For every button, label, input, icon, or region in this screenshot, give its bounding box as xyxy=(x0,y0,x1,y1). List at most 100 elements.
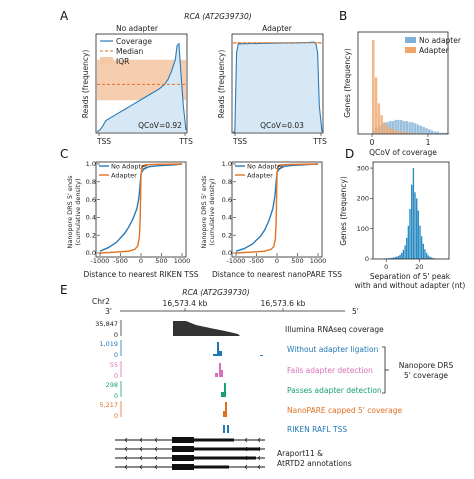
ytick-label: 0.0 xyxy=(86,249,96,257)
panel-a-left-frame xyxy=(95,33,188,134)
strand-left: 3' xyxy=(105,307,112,316)
hist-bar xyxy=(430,257,433,259)
chevron xyxy=(154,446,158,452)
coord-left: 16,573.4 kb xyxy=(163,299,208,308)
chevron xyxy=(244,455,248,461)
coverage-line xyxy=(233,41,323,133)
chevron xyxy=(244,437,248,443)
track-passes-zero: 0 xyxy=(114,392,118,400)
hist-bar-adapter xyxy=(400,131,403,134)
panel-d-xlabel-2: with and without adapter (nt) xyxy=(355,281,466,290)
legend-c-no-adapter: No Adapter xyxy=(111,163,148,171)
panel-d-xticks: 0 20 xyxy=(384,259,423,271)
panel-c-right-legend: No Adapter Adapter xyxy=(235,163,284,180)
hist-bar xyxy=(429,256,431,259)
hist-bar-adapter xyxy=(391,129,395,134)
hist-bar-adapter xyxy=(408,132,411,134)
ytick-label: 300 xyxy=(357,164,369,172)
coverage-area xyxy=(97,43,186,132)
chevron xyxy=(244,464,248,470)
track-illumina-label: Illumina RNAseq coverage xyxy=(285,325,384,334)
hist-bar-adapter xyxy=(388,128,392,134)
hist-bar-no-adapter xyxy=(439,132,442,134)
hist-bar xyxy=(396,256,398,259)
legend-c-right-adapter: Adapter xyxy=(247,172,273,180)
panel-b-xlabel: QCoV of coverage xyxy=(369,148,437,157)
gene-models: Araport11 & AtRTD2 annotations xyxy=(115,437,352,470)
hist-bar-no-adapter xyxy=(425,128,428,134)
hist-bar-adapter xyxy=(386,125,389,134)
track-passes-adapter: 298 0 Passes adapter detection xyxy=(106,381,382,400)
chevron xyxy=(257,455,261,461)
ytick-label: 0.4 xyxy=(222,214,232,222)
panel-c-left-xticks: -1000 -500 0 500 1000 xyxy=(91,253,190,265)
hist-bar-adapter xyxy=(397,131,400,134)
ytick-label: 0.8 xyxy=(222,178,232,186)
hist-bar-adapter xyxy=(374,77,378,134)
panel-c-right-xlabel: Distance to nearest nanoPARE TSS xyxy=(212,270,342,279)
track-nanopare-max: 5,217 xyxy=(99,401,118,409)
hist-bar-no-adapter xyxy=(391,121,395,134)
illumina-coverage-shape xyxy=(173,321,240,336)
track-riken-label: RIKEN RAFL TSS xyxy=(287,425,347,434)
hist-bar xyxy=(407,225,410,259)
legend-iqr: IQR xyxy=(116,57,129,66)
hist-bar xyxy=(392,257,395,259)
hist-bar-no-adapter xyxy=(419,125,423,134)
track-passes-max: 298 xyxy=(106,381,118,389)
hist-bar-no-adapter xyxy=(402,121,406,134)
hist-bar-adapter xyxy=(383,122,386,134)
track-illumina-zero: 0 xyxy=(114,331,118,339)
track-fails-zero: 0 xyxy=(114,372,118,380)
panel-c-right-ylabel-1: Nanopore DRS 5' ends xyxy=(200,175,208,249)
hist-bar-no-adapter xyxy=(397,119,400,134)
ytick-label: 100 xyxy=(357,225,369,233)
panel-e-gene-title: RCA (AT2G39730) xyxy=(182,288,249,297)
panel-a-left-qcov: QCoV=0.92 xyxy=(138,121,182,130)
coverage-line xyxy=(96,42,187,133)
panel-c-ylabel-1: Nanopore DRS 5' ends xyxy=(66,175,74,249)
panel-d-plot: 0 100 200 300 0 20 Separation of 5' peak wit… xyxy=(355,161,466,290)
genome-ruler: Chr2 16,573.4 kb 16,573.6 kb 3' 5' xyxy=(92,297,359,316)
hist-bar xyxy=(409,209,411,259)
gene-model-3 xyxy=(115,455,265,461)
panel-a-right-title: Adapter xyxy=(262,24,293,33)
panel-letter-e: E xyxy=(60,283,68,297)
track-nanopare: 5,217 0 NanoPARE capped 5' coverage xyxy=(99,401,402,420)
xtick-label: -1000 xyxy=(91,257,110,265)
track-without-label: Without adapter ligation xyxy=(287,345,379,354)
chevron xyxy=(139,437,143,443)
chevron xyxy=(257,437,261,443)
panel-b-tick-1: 1 xyxy=(426,138,431,147)
ytick-label: 0 xyxy=(365,255,369,263)
coord-right: 16,573.6 kb xyxy=(261,299,306,308)
chevron xyxy=(124,437,128,443)
hist-bar xyxy=(432,258,434,259)
nanopore-bracket: Nanopore DRS 5' coverage xyxy=(382,346,454,394)
strand-right: 5' xyxy=(352,307,359,316)
panel-letter-a: A xyxy=(60,9,69,23)
hist-bar-no-adapter xyxy=(408,122,411,134)
track-nanopare-zero: 0 xyxy=(114,412,118,420)
hist-bar xyxy=(414,192,416,259)
ytick-label: 1.0 xyxy=(86,160,96,168)
panel-d-yticks: 0 100 200 300 xyxy=(357,164,373,263)
panel-d-ylabel: Genes (frequency) xyxy=(339,176,348,246)
chevron xyxy=(257,464,261,470)
hist-bar xyxy=(417,210,419,259)
panel-c-ylabel-2: (cumulative density) xyxy=(74,178,82,245)
panel-letter-d: D xyxy=(345,147,354,161)
xtick-label: 0 xyxy=(384,263,388,271)
chevron xyxy=(154,455,158,461)
hist-bar-adapter xyxy=(394,130,397,134)
panel-c-right-plot: 0.0 0.2 0.4 0.6 0.8 1.0 -1000 -500 0 500 1000 No … xyxy=(212,160,342,279)
panel-a-left-title: No adapter xyxy=(116,24,159,33)
panel-a-legend: Coverage Median IQR xyxy=(100,37,152,66)
panel-d-frame xyxy=(372,161,450,260)
chevron xyxy=(154,464,158,470)
cdf-adapter-line xyxy=(235,163,319,254)
xtick-label: 0 xyxy=(275,257,279,265)
hist-bar xyxy=(397,256,400,259)
panel-d-bars xyxy=(384,168,439,259)
